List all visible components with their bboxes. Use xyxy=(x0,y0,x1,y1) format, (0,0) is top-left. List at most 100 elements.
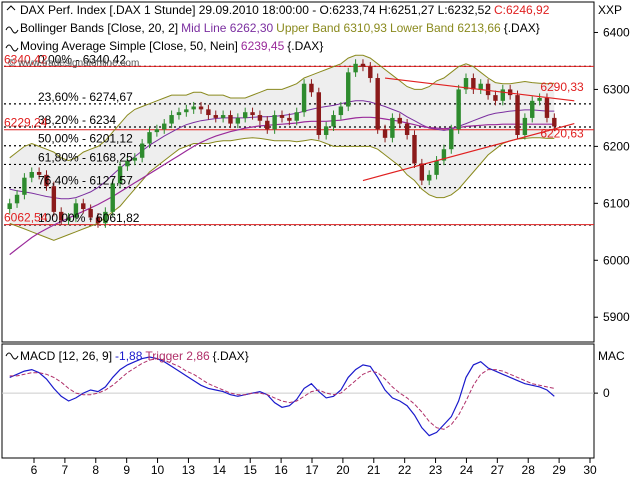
candle-body xyxy=(191,106,196,110)
candle-body xyxy=(346,72,351,107)
candle-body xyxy=(265,120,270,130)
fib-label: 38,20% - 6234 xyxy=(38,113,116,127)
y-tick-label: 6100 xyxy=(603,196,630,210)
x-tick-label: 9 xyxy=(123,463,130,477)
candle-body xyxy=(323,126,329,135)
candle-body xyxy=(522,117,528,135)
ma-legend: Moving Average Simple [Close, 50, Nein] 6… xyxy=(20,39,323,53)
candle-body xyxy=(51,186,57,212)
candle-body xyxy=(434,160,439,175)
x-tick-label: 21 xyxy=(367,463,381,477)
x-tick-label: 27 xyxy=(491,463,505,477)
candle-body xyxy=(463,78,469,90)
x-tick-label: 30 xyxy=(583,463,597,477)
y-tick-label: 5900 xyxy=(603,310,630,324)
price-legend: DAX Perf. Index [.DAX 1 Stunde] 29.09.20… xyxy=(5,3,622,69)
candle-body xyxy=(272,115,277,130)
horizontal-line-label: 6062,54 xyxy=(4,211,48,225)
x-tick-label: 8 xyxy=(92,463,99,477)
x-tick-label: 13 xyxy=(182,463,196,477)
macd-title: MACD [12, 26, 9] -1,88 Trigger 2,86 {.DAX} xyxy=(20,349,249,363)
candle-body xyxy=(220,115,226,118)
x-axis: 6 7 8 9 10 13 14 15 16 17 20 21 22 23 24 27 28 29 30 xyxy=(31,458,597,477)
candle-body xyxy=(294,112,299,121)
candle-body xyxy=(456,89,461,130)
candle-body xyxy=(368,66,373,79)
fib-label: 23,60% - 6274,67 xyxy=(38,90,133,104)
macd-y-tick-label: 0 xyxy=(603,386,610,400)
candle-body xyxy=(103,211,108,224)
candle-body xyxy=(235,117,241,124)
y-tick-label: 6200 xyxy=(603,139,630,153)
trendline-label: 6290,33 xyxy=(540,80,584,94)
horizontal-line-labels: 6340,42 6229,24 6062,54 xyxy=(4,52,48,224)
bollinger-lower-line xyxy=(9,137,555,241)
candle-body xyxy=(132,157,138,161)
moving-average-line xyxy=(9,116,555,256)
fib-label: 76,40% - 6127,57 xyxy=(38,174,133,188)
x-tick-label: 14 xyxy=(213,463,227,477)
macd-panel xyxy=(1,343,595,459)
fib-label: 100,00% - 6061,82 xyxy=(38,211,140,225)
candle-body xyxy=(397,117,402,124)
candle-body xyxy=(449,129,454,150)
candle-body xyxy=(81,203,86,210)
macd-y-axis: 0 xyxy=(594,386,610,400)
candle-body xyxy=(537,97,542,101)
candle-body xyxy=(309,83,314,93)
trigger-line xyxy=(9,358,555,430)
candle-body xyxy=(412,134,417,164)
candle-body xyxy=(14,194,20,204)
x-tick-label: 16 xyxy=(274,463,288,477)
candle-body xyxy=(360,63,366,67)
candle-body xyxy=(257,115,263,121)
candle-body xyxy=(485,83,491,96)
x-tick-label: 24 xyxy=(460,463,474,477)
trendline xyxy=(384,77,575,102)
bollinger-legend: Bollinger Bands [Close, 20, 2] Mid Line 6… xyxy=(20,21,540,35)
bollinger-upper-line xyxy=(9,54,555,162)
candle-body xyxy=(162,123,167,130)
horizontal-lines xyxy=(4,65,594,226)
candle-body xyxy=(250,112,255,116)
candle-body xyxy=(95,217,101,224)
candle-body xyxy=(507,89,513,96)
x-tick-label: 6 xyxy=(31,463,38,477)
candle-body xyxy=(301,83,307,113)
candle-body xyxy=(426,174,432,181)
x-tick-label: 20 xyxy=(336,463,350,477)
candle-body xyxy=(117,166,123,184)
candle-body xyxy=(552,117,557,127)
candle-body xyxy=(279,115,285,118)
candle-body xyxy=(382,129,388,138)
candle-body xyxy=(316,92,322,135)
legend-icons xyxy=(5,5,19,52)
candle-body xyxy=(58,211,64,221)
horizontal-line-label: 6229,24 xyxy=(4,116,48,130)
candle-body xyxy=(29,172,34,178)
trendline-label: 6220,63 xyxy=(540,127,584,141)
candle-body xyxy=(147,132,152,144)
x-tick-label: 22 xyxy=(398,463,412,477)
wave-icon xyxy=(5,26,19,34)
fibonacci-labels: 0,00% - 6340,42 23,60% - 6274,67 38,20% - … xyxy=(38,52,140,225)
candle-body xyxy=(471,78,476,90)
candle-body xyxy=(419,163,425,181)
candle-body xyxy=(441,149,447,161)
wave-icon xyxy=(5,44,19,52)
candle-body xyxy=(154,129,160,133)
candle-body xyxy=(139,143,145,158)
wave-icon xyxy=(5,352,19,360)
candle-body xyxy=(404,123,410,135)
candle-body xyxy=(338,106,344,116)
candle-body xyxy=(44,174,49,187)
candle-body xyxy=(36,172,42,175)
y-tick-label: 6300 xyxy=(603,82,630,96)
candle-body xyxy=(493,95,498,101)
candle-body xyxy=(66,217,71,221)
x-tick-label: 7 xyxy=(62,463,69,477)
candle-body xyxy=(184,109,189,113)
candle-body xyxy=(169,115,174,124)
fib-label: 0,00% - 6340,42 xyxy=(38,52,126,66)
